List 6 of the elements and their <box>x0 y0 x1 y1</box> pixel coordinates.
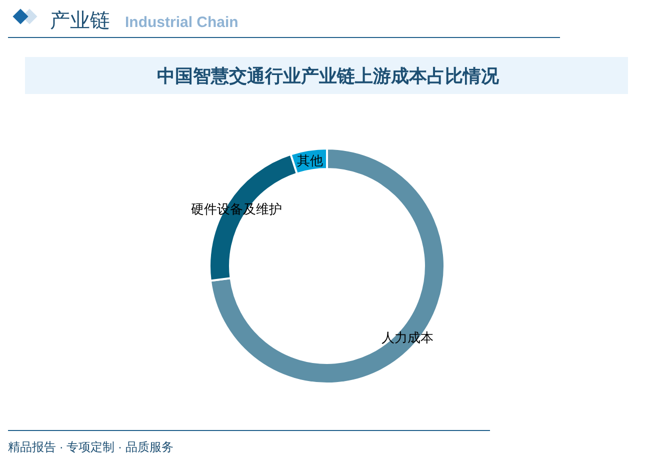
text: 产业链 <box>50 10 110 32</box>
chart-title: 中国智慧交通行业产业链上游成本占比情况 <box>157 66 500 86</box>
slice-label: 人力成本 <box>381 330 434 345</box>
text: 精品报告 · 专项定制 · 品质服务 <box>8 440 174 454</box>
text: Industrial Chain <box>125 14 238 31</box>
slice-label: 其他 <box>297 153 324 168</box>
